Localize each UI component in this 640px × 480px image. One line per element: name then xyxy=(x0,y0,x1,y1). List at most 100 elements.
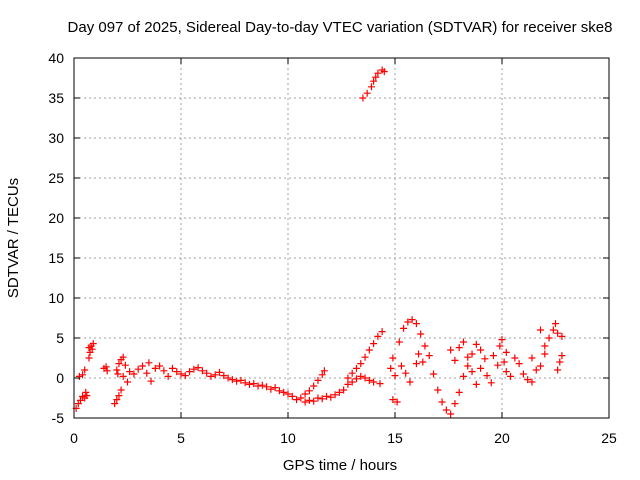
data-point xyxy=(365,376,373,384)
data-point xyxy=(194,364,202,372)
y-tick-label: 10 xyxy=(48,290,64,306)
data-point xyxy=(438,398,446,406)
data-point xyxy=(173,368,181,376)
data-point xyxy=(114,370,122,378)
data-point xyxy=(130,370,138,378)
data-point xyxy=(408,316,416,324)
data-point xyxy=(425,352,433,360)
data-point xyxy=(245,380,253,388)
data-point xyxy=(145,359,153,367)
data-point xyxy=(258,381,266,389)
data-point xyxy=(515,360,523,368)
data-point xyxy=(365,346,373,354)
data-point xyxy=(124,378,131,386)
data-point xyxy=(250,380,258,388)
data-point xyxy=(507,372,515,380)
data-point xyxy=(545,334,553,342)
data-point xyxy=(357,360,365,368)
data-point xyxy=(537,326,545,334)
data-point xyxy=(481,355,489,363)
data-point xyxy=(412,360,420,368)
data-point xyxy=(455,388,463,396)
data-point xyxy=(430,370,438,378)
data-point xyxy=(119,372,127,380)
data-point xyxy=(288,392,296,400)
data-point xyxy=(558,352,566,360)
data-point xyxy=(554,366,562,374)
data-point xyxy=(297,394,305,402)
data-point xyxy=(372,73,380,81)
data-point xyxy=(275,387,283,395)
data-point xyxy=(489,352,497,360)
y-tick-label: 5 xyxy=(56,330,64,346)
data-point xyxy=(389,396,397,404)
data-point xyxy=(168,364,176,372)
data-point xyxy=(402,369,410,377)
data-point xyxy=(391,372,399,380)
data-point xyxy=(323,392,331,400)
data-point xyxy=(203,369,211,377)
data-point xyxy=(380,68,388,76)
data-point xyxy=(361,374,369,382)
data-point xyxy=(220,372,228,380)
x-tick-label: 5 xyxy=(177,430,185,446)
data-point xyxy=(348,378,356,386)
data-point xyxy=(340,386,348,394)
data-point xyxy=(115,360,123,368)
data-point xyxy=(103,367,111,375)
data-point xyxy=(359,94,367,102)
data-point xyxy=(451,400,459,408)
data-point xyxy=(177,370,185,378)
data-point xyxy=(82,388,90,396)
data-point xyxy=(126,368,134,376)
data-point xyxy=(464,353,472,361)
data-point xyxy=(370,378,378,386)
data-point xyxy=(254,382,262,390)
data-point xyxy=(138,362,146,370)
data-point xyxy=(293,396,301,404)
data-point xyxy=(160,367,168,375)
y-tick-label: 20 xyxy=(48,210,64,226)
data-point xyxy=(541,350,549,358)
data-point xyxy=(363,89,371,97)
data-point xyxy=(528,354,536,362)
data-point xyxy=(519,370,527,378)
data-point xyxy=(374,332,382,340)
y-axis-ticks: -5 0 5 10 15 20 25 30 35 40 xyxy=(48,50,609,426)
data-point xyxy=(83,392,91,400)
data-point xyxy=(472,380,480,388)
data-points xyxy=(72,66,566,418)
data-point xyxy=(537,362,545,370)
data-point xyxy=(81,366,89,374)
data-point xyxy=(267,385,275,393)
data-point xyxy=(344,380,352,388)
data-point xyxy=(156,362,164,370)
data-point xyxy=(305,396,313,404)
data-point xyxy=(400,324,408,332)
y-tick-label: 40 xyxy=(48,50,64,66)
data-point xyxy=(447,410,455,418)
data-point xyxy=(151,364,159,372)
y-axis-label: SDTVAR / TECUs xyxy=(5,178,22,298)
data-point xyxy=(434,386,442,394)
data-point xyxy=(549,326,557,334)
data-point xyxy=(88,345,96,353)
data-point xyxy=(305,387,313,395)
data-point xyxy=(263,383,271,391)
data-point xyxy=(119,353,127,361)
data-point xyxy=(468,368,476,376)
data-point xyxy=(164,372,172,380)
data-point xyxy=(75,372,83,380)
data-point xyxy=(558,332,566,340)
data-point xyxy=(310,382,318,390)
data-point xyxy=(451,356,459,364)
data-point xyxy=(181,372,189,380)
data-point xyxy=(233,377,241,385)
x-tick-label: 10 xyxy=(280,430,296,446)
data-point xyxy=(331,391,339,399)
data-point xyxy=(352,364,360,372)
data-point xyxy=(494,361,502,369)
data-point xyxy=(320,367,328,375)
y-tick-label: 15 xyxy=(48,250,64,266)
